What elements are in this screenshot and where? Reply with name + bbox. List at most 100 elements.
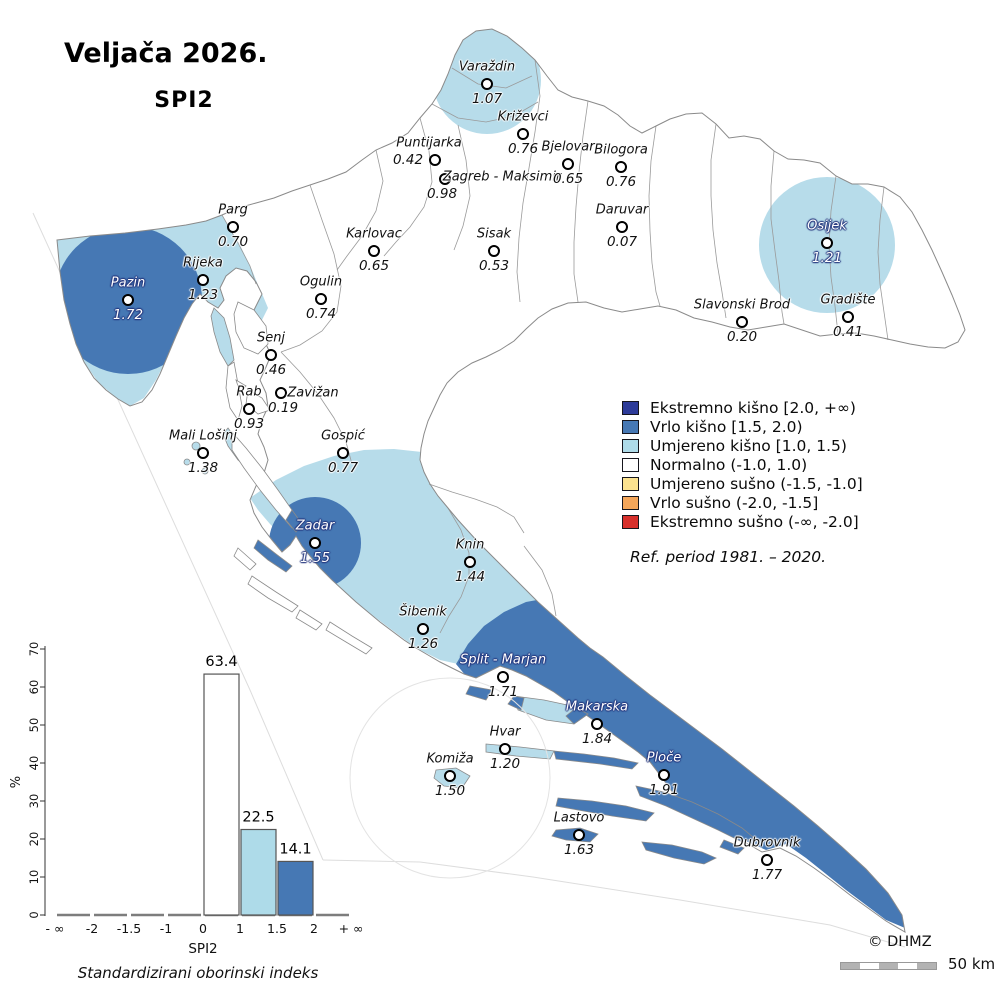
bar-value-label: 22.5	[242, 810, 274, 826]
station-value: 1.71	[487, 684, 519, 700]
x-tick-label: 2	[310, 921, 318, 936]
region-south-dalmatia-dark	[456, 598, 905, 928]
y-tick-label: 0	[27, 911, 41, 918]
x-tick-label: -1.5	[117, 921, 141, 936]
station-label: Knin	[455, 537, 485, 553]
x-tick-label: -1	[160, 921, 172, 936]
reference-period: Ref. period 1981. – 2020.	[630, 548, 826, 566]
y-tick-label: 20	[27, 832, 41, 847]
station-label: Split - Marjan	[459, 652, 547, 668]
legend-item: Normalno (-1.0, 1.0)	[622, 455, 863, 474]
station-marker	[562, 158, 574, 170]
station-label: Bjelovar	[541, 139, 595, 155]
x-axis-label: SPI2	[188, 941, 217, 957]
station-marker	[122, 294, 134, 306]
station-marker	[842, 311, 854, 323]
station-marker	[517, 128, 529, 140]
legend-item-label: Ekstremno sušno (-∞, -2.0]	[650, 512, 859, 531]
legend-swatch	[622, 419, 639, 434]
station-label: Makarska	[565, 699, 629, 715]
legend-swatch	[622, 514, 639, 529]
legend-item-label: Umjereno sušno (-1.5, -1.0]	[650, 474, 863, 493]
legend-item-label: Vrlo sušno (-2.0, -1.5]	[650, 493, 819, 512]
station-label: Gradište	[820, 292, 876, 308]
chart-caption: Standardizirani oborinski indeks	[78, 964, 319, 982]
station-marker	[243, 403, 255, 415]
station-marker	[573, 829, 585, 841]
station-label: Dubrovnik	[733, 835, 801, 851]
station-label: Ogulin	[299, 274, 343, 290]
station-marker	[315, 293, 327, 305]
map-title: Veljača 2026.	[64, 38, 268, 69]
station-marker	[429, 154, 441, 166]
station-marker	[591, 718, 603, 730]
station-value: 0.93	[233, 416, 265, 432]
x-tick-label: - ∞	[46, 921, 65, 936]
station-marker	[488, 245, 500, 257]
y-axis-label: %	[9, 776, 24, 788]
station-value: 1.72	[112, 307, 144, 323]
station-value: 0.42	[392, 152, 424, 168]
legend-item-label: Umjereno kišno [1.0, 1.5)	[650, 436, 847, 455]
station-marker	[309, 537, 321, 549]
station-label: Parg	[218, 202, 248, 218]
station-label: Zadar	[295, 518, 335, 534]
station-label: Daruvar	[595, 202, 649, 218]
station-value: 1.23	[187, 287, 219, 303]
station-marker	[227, 221, 239, 233]
station-value: 0.53	[478, 258, 510, 274]
station-value: 1.91	[648, 782, 680, 798]
station-marker	[444, 770, 456, 782]
x-tick-label: 0	[199, 921, 207, 936]
station-value: 0.46	[255, 362, 287, 378]
station-marker	[464, 556, 476, 568]
legend-item-label: Ekstremno kišno [2.0, +∞)	[650, 398, 856, 417]
legend-item: Ekstremno sušno (-∞, -2.0]	[622, 512, 863, 531]
y-tick-label: 40	[27, 756, 41, 771]
station-value: 0.76	[507, 141, 539, 157]
station-value: 0.20	[726, 329, 758, 345]
station-value: 1.07	[471, 91, 503, 107]
station-label: Senj	[256, 330, 286, 346]
station-value: 1.77	[751, 867, 783, 883]
station-value: 1.63	[563, 842, 595, 858]
station-label: Gospić	[321, 428, 365, 444]
station-marker	[368, 245, 380, 257]
station-label: Komiža	[426, 751, 474, 767]
scale-bar-label: 50 km	[948, 955, 996, 973]
station-marker	[337, 447, 349, 459]
station-label: Zagreb - Maksimir	[442, 169, 562, 185]
station-label: Pazin	[110, 275, 146, 291]
station-marker	[615, 161, 627, 173]
station-value: 0.07	[606, 234, 638, 250]
station-label: Slavonski Brod	[693, 297, 791, 313]
station-marker	[616, 221, 628, 233]
station-value: 0.65	[358, 258, 390, 274]
station-value: 1.21	[811, 250, 843, 266]
station-label: Puntijarka	[396, 135, 462, 151]
station-marker	[497, 671, 509, 683]
y-tick-label: 60	[27, 680, 41, 695]
legend-item: Vrlo kišno [1.5, 2.0)	[622, 417, 863, 436]
x-tick-label: 1	[236, 921, 244, 936]
station-label: Šibenik	[399, 604, 447, 620]
station-value: 1.38	[187, 460, 219, 476]
komiza-blob-outline	[349, 677, 551, 879]
station-label: Varaždin	[458, 59, 516, 75]
bar	[240, 828, 277, 916]
station-label: Sisak	[476, 226, 512, 242]
legend-item: Umjereno sušno (-1.5, -1.0]	[622, 474, 863, 493]
x-tick-label: -2	[86, 921, 98, 936]
station-marker	[658, 769, 670, 781]
bar	[203, 673, 240, 916]
station-marker	[265, 349, 277, 361]
y-tick-label: 10	[27, 870, 41, 885]
station-label: Ploče	[646, 750, 682, 766]
station-label: Mali Lošinj	[169, 428, 237, 444]
station-value: 1.26	[407, 636, 439, 652]
spi-histogram: 0 10 20 30 40 50 60 70% 63.4 22.5 14.1 - ∞ -2 -1.5 -1 0…	[9, 642, 363, 982]
station-value: 0.65	[552, 171, 584, 187]
station-label: Lastovo	[553, 810, 605, 826]
